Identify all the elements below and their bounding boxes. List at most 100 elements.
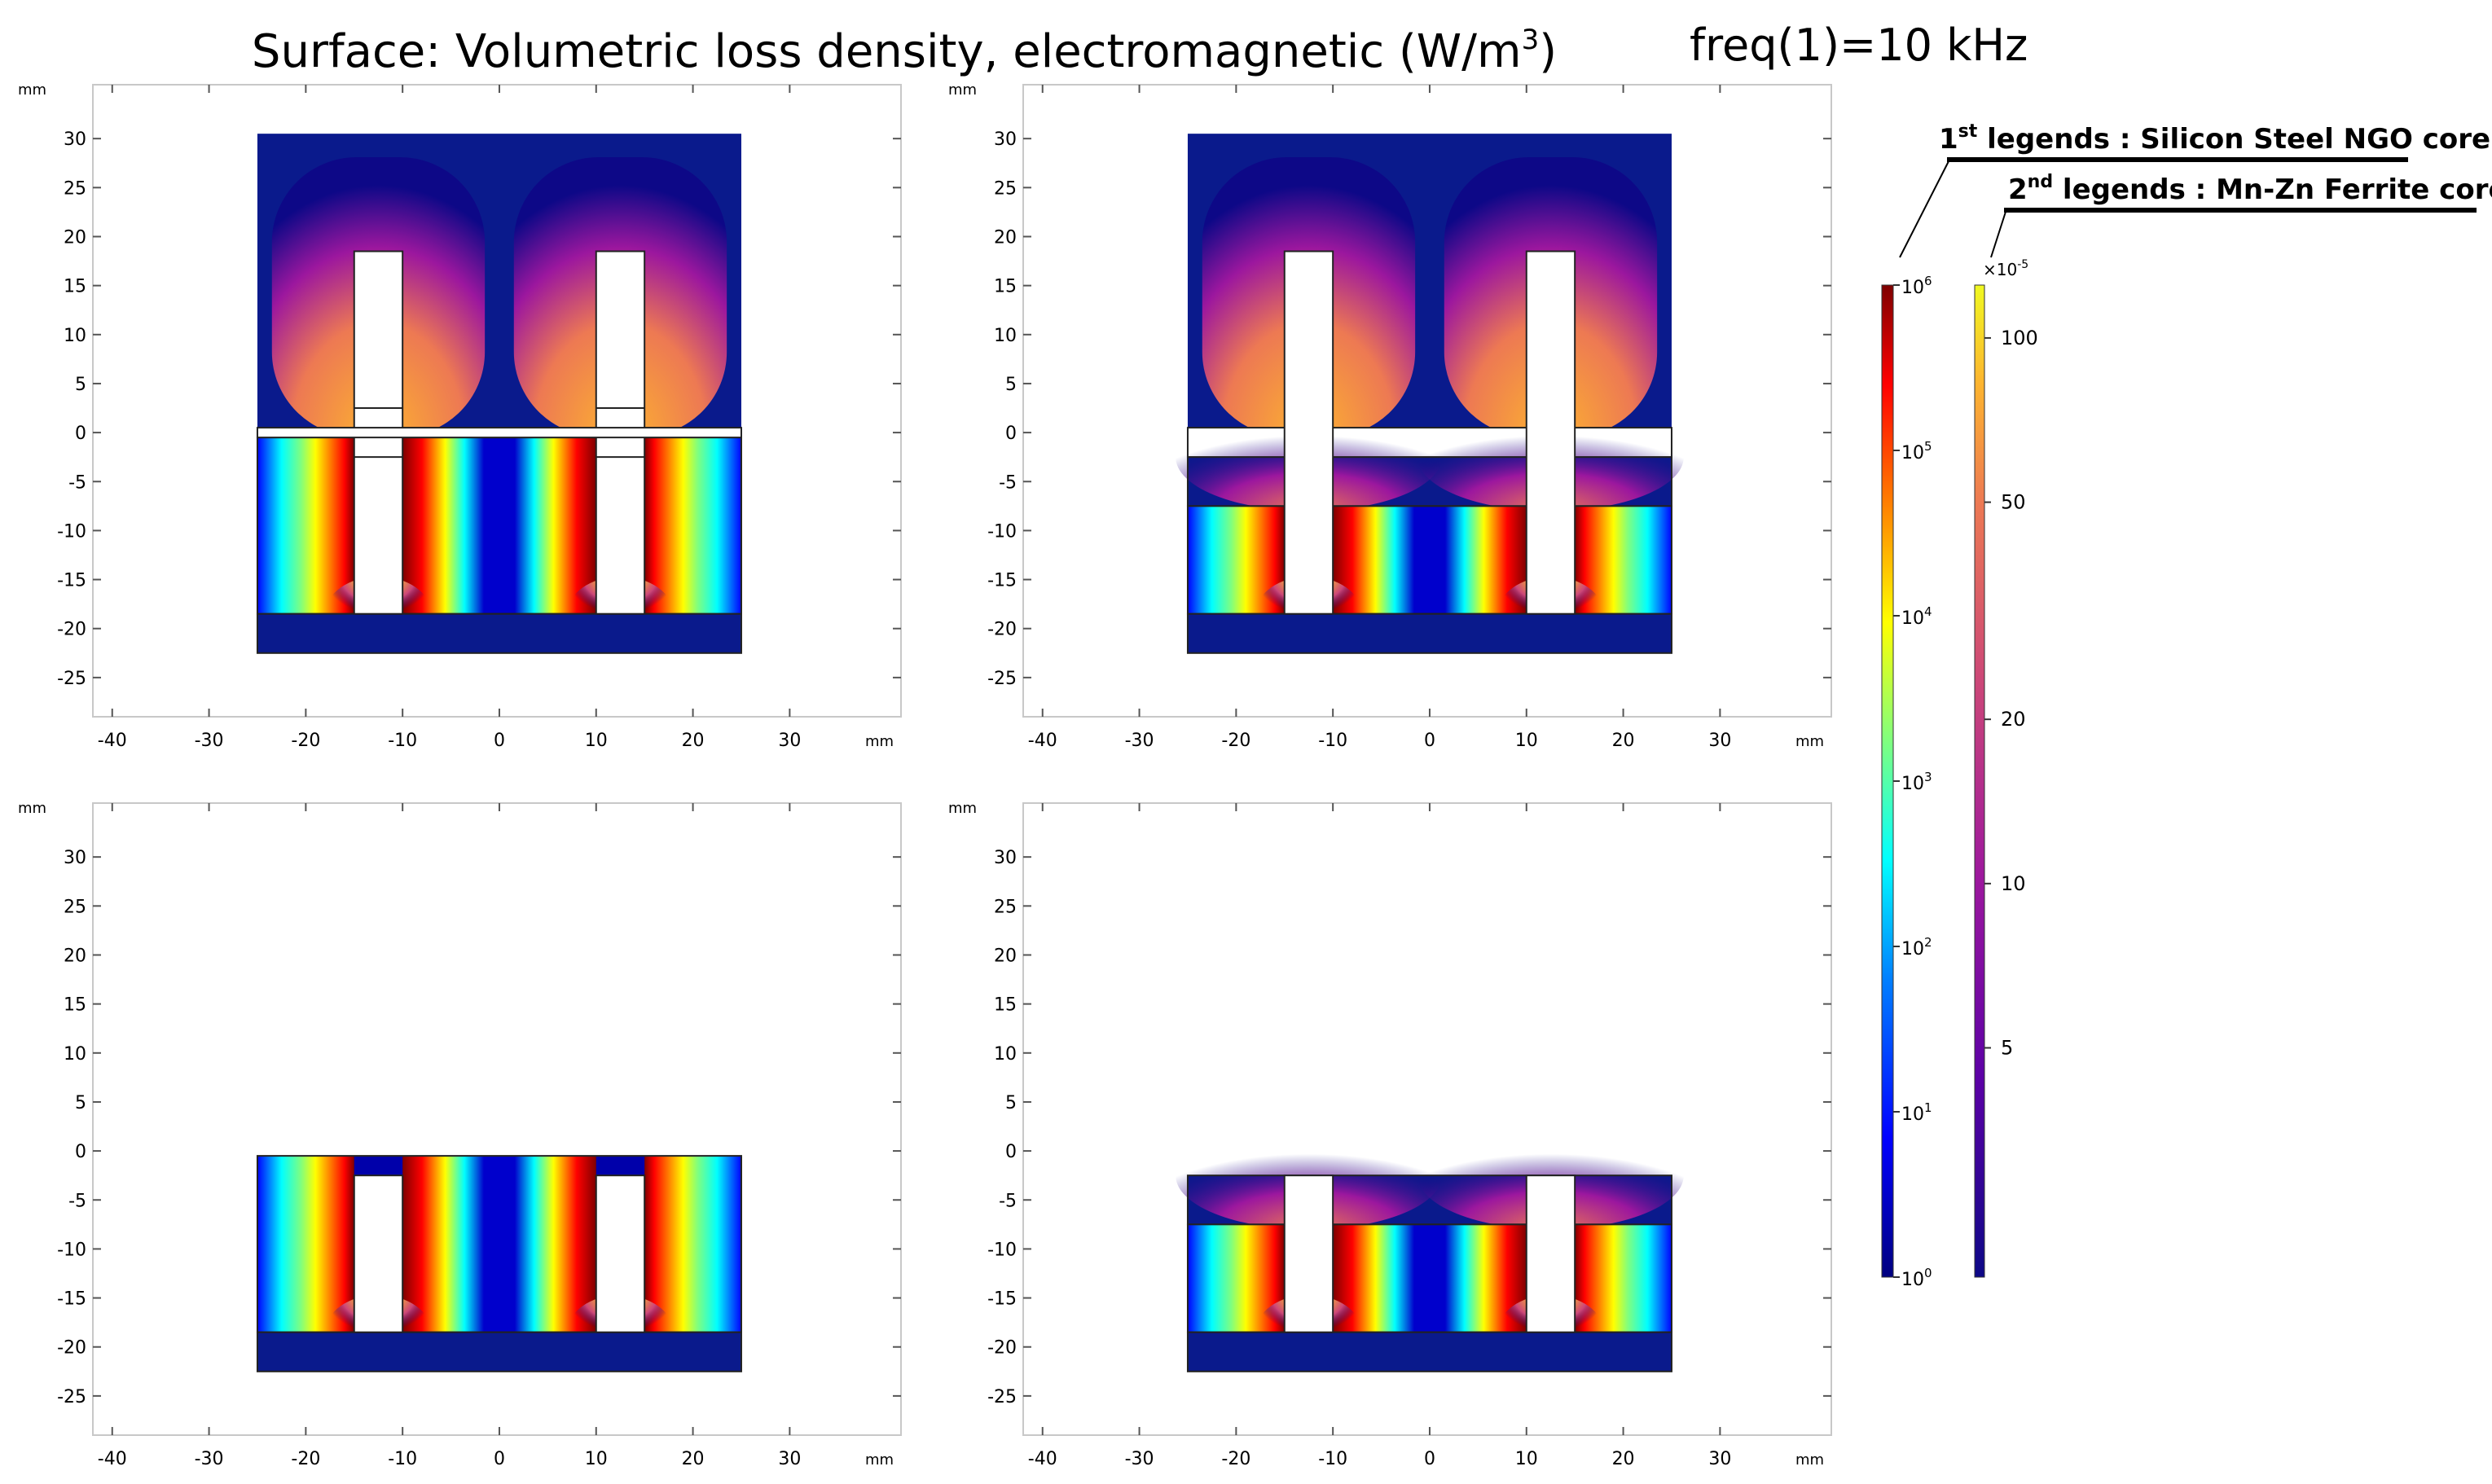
y-tick-label: 30 [64, 130, 86, 150]
region-ferrite-bottom [1186, 576, 1672, 654]
y-tick-label: 10 [64, 1044, 86, 1065]
y-tick-label: -20 [987, 1338, 1017, 1359]
legend-area: 1st legends : Silicon Steel NGO core 2nd … [1881, 121, 2492, 1290]
x-unit-label: mm [1795, 1451, 1824, 1469]
x-tick-label: 20 [682, 1449, 705, 1469]
x-tick-label: -30 [1125, 1449, 1154, 1469]
region-steel [256, 1155, 742, 1333]
second-colorbar-multiplier: ×10-5 [1983, 258, 2028, 279]
y-tick-label: 20 [994, 946, 1017, 966]
first-legend-label: 1st legends : Silicon Steel NGO core [1939, 121, 2490, 156]
first-colorbar-tick-label: 101 [1901, 1100, 1932, 1125]
x-tick-label: 10 [1515, 731, 1538, 751]
x-unit-label: mm [1795, 733, 1824, 750]
plot-top-left: -40 -30 -20 -10 0 10 20 30 30 25 20 15 10 5 0 -5 -10 -15 -… [18, 81, 902, 751]
y-tick-label: -25 [987, 1387, 1017, 1407]
y-tick-label: 0 [1005, 1142, 1017, 1162]
second-legend-label: 2nd legends : Mn-Zn Ferrite core [2008, 172, 2492, 206]
y-tick-label: 25 [994, 178, 1017, 199]
y-tick-label: -20 [57, 620, 86, 640]
y-tick-label: -15 [987, 571, 1017, 591]
y-tick-label: 5 [1005, 375, 1017, 395]
x-tick-label: 20 [1612, 1449, 1635, 1469]
y-tick-label: -5 [999, 472, 1017, 493]
x-tick-label: -40 [1028, 731, 1057, 751]
second-colorbar-tick-label: 10 [2001, 872, 2026, 895]
x-tick-label: 30 [778, 1449, 801, 1469]
x-tick-label: -10 [1318, 1449, 1347, 1469]
y-tick-label: 10 [994, 326, 1017, 346]
plot-bottom-left: -40 -30 -20 -10 0 10 20 30 30 25 20 15 10 5 0 -5 -10 -15 -… [18, 800, 902, 1469]
first-colorbar-tick-label: 106 [1901, 274, 1932, 298]
y-tick-label: 20 [994, 227, 1017, 248]
y-tick-label: 5 [75, 375, 86, 395]
region-steel [1186, 1223, 1672, 1333]
first-legend-pointer [1899, 160, 1949, 258]
y-tick-label: 15 [994, 995, 1017, 1016]
frequency-label: freq(1)=10 kHz [1690, 20, 2028, 71]
x-tick-label: 10 [1515, 1449, 1538, 1469]
region-window [1283, 1174, 1334, 1333]
x-tick-label: 0 [494, 731, 505, 751]
y-tick-label: 10 [994, 1044, 1017, 1065]
region-steel [256, 437, 742, 615]
y-tick-label: -25 [987, 669, 1017, 689]
region-ferrite-bottom [256, 1294, 742, 1372]
second-colorbar [1974, 284, 1985, 1278]
y-tick-label: -10 [987, 521, 1017, 542]
x-tick-label: -20 [1221, 1449, 1250, 1469]
y-unit-label: mm [948, 800, 977, 817]
first-colorbar-tick-label: 102 [1901, 935, 1932, 959]
y-tick-label: -10 [57, 521, 86, 542]
y-tick-label: 20 [64, 227, 86, 248]
second-colorbar-tick-label: 20 [2001, 708, 2026, 731]
region-window [1525, 1174, 1576, 1333]
first-colorbar [1881, 284, 1894, 1278]
y-tick-label: 25 [64, 897, 86, 917]
plot-top-right: -40 -30 -20 -10 0 10 20 30 30 25 20 15 10 5 0 -5 -10 -15 -… [948, 81, 1832, 751]
x-tick-label: -40 [98, 731, 127, 751]
x-tick-label: -20 [291, 1449, 320, 1469]
region-window [1525, 250, 1576, 615]
y-tick-label: -15 [57, 571, 86, 591]
y-tick-label: 0 [75, 1142, 86, 1162]
y-tick-label: -25 [57, 669, 86, 689]
y-unit-label: mm [948, 81, 977, 99]
y-tick-label: 25 [994, 897, 1017, 917]
second-colorbar-tick-label: 50 [2001, 491, 2026, 514]
x-tick-label: 10 [585, 1449, 608, 1469]
x-tick-label: 0 [1424, 731, 1435, 751]
x-tick-label: 20 [1612, 731, 1635, 751]
y-tick-label: 15 [64, 995, 86, 1016]
y-tick-label: 10 [64, 326, 86, 346]
y-tick-label: -25 [57, 1387, 86, 1407]
figure-title: Surface: Volumetric loss density, electr… [252, 24, 1557, 78]
y-tick-label: -10 [57, 1240, 86, 1260]
region-steel [1186, 505, 1672, 615]
y-tick-label: 30 [994, 848, 1017, 868]
y-unit-label: mm [18, 800, 46, 817]
y-tick-label: -5 [999, 1191, 1017, 1211]
y-tick-label: -10 [987, 1240, 1017, 1260]
x-tick-label: -30 [195, 731, 224, 751]
x-tick-label: -40 [1028, 1449, 1057, 1469]
region-window [1283, 250, 1334, 615]
first-colorbar-tick-label: 103 [1901, 770, 1932, 794]
first-colorbar-tick-label: 104 [1901, 604, 1932, 629]
x-tick-label: -40 [98, 1449, 127, 1469]
x-tick-label: 30 [1708, 731, 1731, 751]
x-tick-label: -30 [195, 1449, 224, 1469]
x-unit-label: mm [865, 733, 894, 750]
x-unit-label: mm [865, 1451, 894, 1469]
y-tick-label: 5 [1005, 1093, 1017, 1113]
x-tick-label: 30 [778, 731, 801, 751]
y-tick-label: 30 [64, 848, 86, 868]
x-tick-label: -20 [291, 731, 320, 751]
y-tick-label: -5 [68, 1191, 86, 1211]
first-colorbar-tick-label: 105 [1901, 439, 1932, 463]
region-ferrite [1187, 134, 1672, 437]
y-tick-label: 0 [75, 424, 86, 444]
plot-bottom-right: -40 -30 -20 -10 0 10 20 30 30 25 20 15 10 5 0 -5 -10 -15 -… [948, 800, 1832, 1469]
y-tick-label: -15 [57, 1289, 86, 1310]
